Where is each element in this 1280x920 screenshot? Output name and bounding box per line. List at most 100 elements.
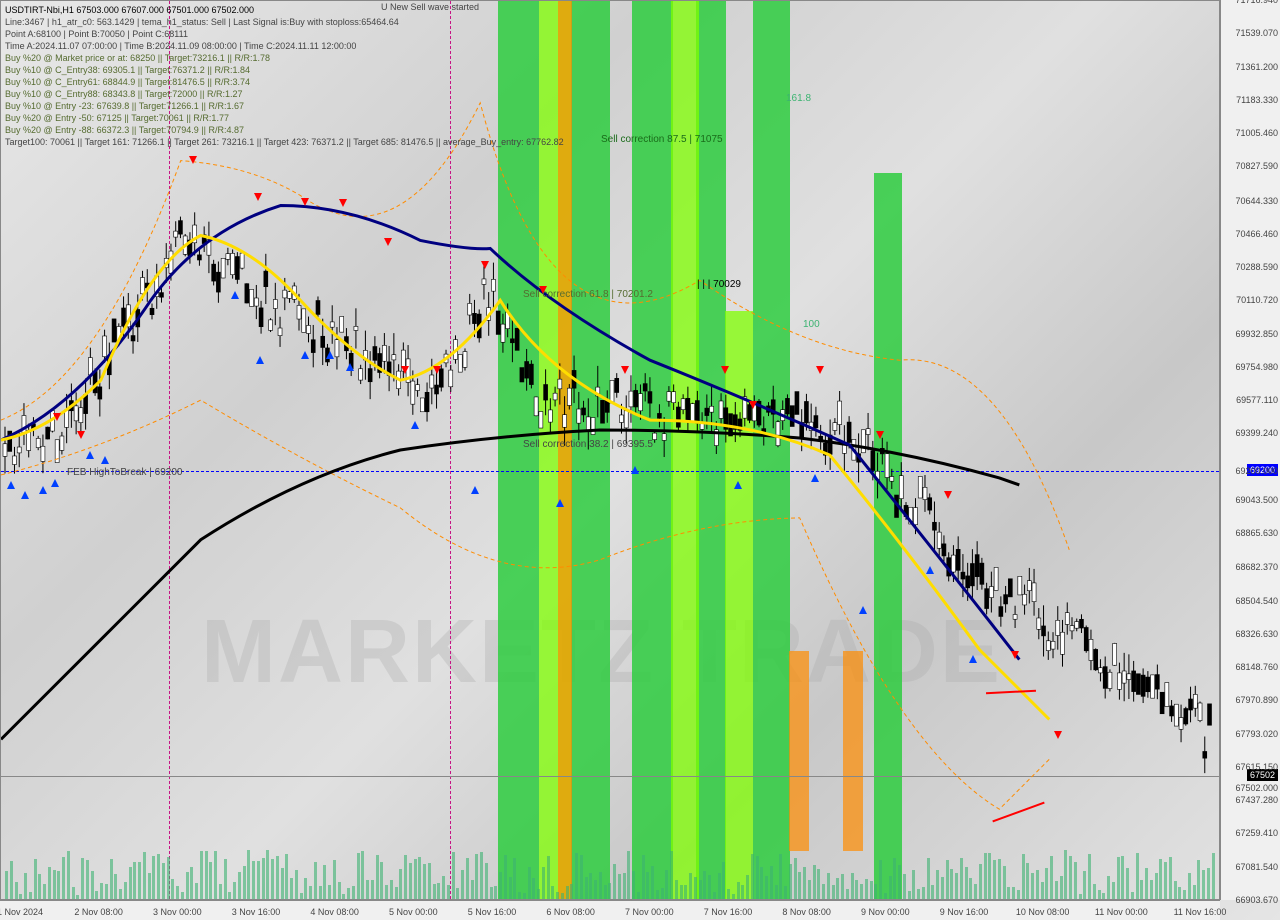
volume-bar	[1212, 853, 1215, 899]
arrow-up-icon	[301, 351, 309, 359]
volume-bar	[62, 857, 65, 899]
volume-bar	[1164, 862, 1167, 899]
volume-bar	[756, 856, 759, 900]
volume-bar	[680, 885, 683, 899]
y-tick: 67793.020	[1235, 729, 1278, 739]
arrow-up-icon	[86, 451, 94, 459]
volume-bar	[1183, 890, 1186, 899]
volume-bar	[485, 863, 488, 899]
volume-bar	[238, 872, 241, 899]
x-tick: 7 Nov 00:00	[625, 907, 674, 917]
volume-bar	[171, 879, 174, 899]
info-line: Buy %20 @ Entry -50: 67125 || Target:700…	[5, 113, 229, 123]
volume-bar	[152, 856, 155, 899]
volume-bar	[105, 884, 108, 899]
y-tick: 67615.150	[1235, 762, 1278, 772]
arrow-down-icon	[481, 261, 489, 269]
arrow-up-icon	[969, 655, 977, 663]
volume-bar	[779, 854, 782, 899]
info-line: Time A:2024.11.07 07:00:00 | Time B:2024…	[5, 41, 356, 51]
volume-bar	[124, 882, 127, 899]
y-tick: 68148.760	[1235, 662, 1278, 672]
volume-bar	[461, 870, 464, 899]
y-tick: 68865.630	[1235, 528, 1278, 538]
x-tick: 7 Nov 16:00	[704, 907, 753, 917]
volume-bar	[1202, 870, 1205, 899]
volume-bar	[1026, 863, 1029, 899]
volume-bar	[1159, 859, 1162, 899]
volume-bar	[931, 885, 934, 899]
volume-bar	[214, 851, 217, 899]
y-tick: 70827.590	[1235, 161, 1278, 171]
volume-bar	[361, 851, 364, 899]
chart-area[interactable]: MARKETZ TRADE U New Sell wave started US…	[0, 0, 1220, 900]
volume-bar	[523, 893, 526, 899]
volume-bar	[1036, 870, 1039, 899]
volume-bar	[513, 858, 516, 899]
volume-bar	[442, 876, 445, 899]
vertical-dashed-line	[450, 1, 451, 899]
arrow-up-icon	[926, 566, 934, 574]
volume-bar	[200, 851, 203, 899]
volume-bar	[803, 867, 806, 899]
volume-bar	[770, 866, 773, 899]
x-tick: 9 Nov 00:00	[861, 907, 910, 917]
info-line: Buy %10 @ C_Entry88: 68343.8 || Target:7…	[5, 89, 242, 99]
y-tick: 69043.500	[1235, 495, 1278, 505]
volume-bar	[1079, 894, 1082, 899]
volume-bar	[580, 855, 583, 899]
volume-bar	[81, 858, 84, 899]
annotation: 161.8	[786, 93, 811, 104]
volume-bar	[960, 858, 963, 899]
volume-bar	[817, 869, 820, 899]
volume-bar	[129, 867, 132, 899]
arrow-up-icon	[7, 481, 15, 489]
volume-bar	[841, 874, 844, 899]
volume-bar	[333, 860, 336, 899]
volume-bar	[57, 871, 60, 899]
arrow-down-icon	[749, 401, 757, 409]
y-tick: 68682.370	[1235, 562, 1278, 572]
volume-bar	[110, 859, 113, 899]
volume-bar	[1093, 884, 1096, 899]
y-tick: 67259.410	[1235, 828, 1278, 838]
volume-bar	[575, 853, 578, 899]
volume-bar	[984, 853, 987, 899]
annotation: Sell correction 87.5 | 71075	[601, 134, 723, 145]
volume-bar	[376, 855, 379, 899]
volume-bar	[618, 874, 621, 899]
volume-bar	[789, 864, 792, 899]
volume-bar	[91, 871, 94, 899]
volume-bar	[851, 873, 854, 899]
arrow-up-icon	[811, 474, 819, 482]
y-tick: 69399.240	[1235, 428, 1278, 438]
volume-bar	[38, 874, 41, 899]
volume-bar	[751, 854, 754, 899]
volume-bar	[737, 882, 740, 899]
volume-bar	[1150, 880, 1153, 899]
volume-bar	[1102, 893, 1105, 899]
y-tick: 68504.540	[1235, 596, 1278, 606]
volume-bar	[675, 880, 678, 899]
x-tick: 5 Nov 00:00	[389, 907, 438, 917]
volume-bar	[352, 886, 355, 899]
volume-bar	[637, 892, 640, 899]
pattern-line	[992, 802, 1044, 823]
volume-bar	[5, 871, 8, 899]
volume-bar	[794, 858, 797, 899]
volume-bar	[1069, 856, 1072, 899]
volume-bar	[328, 885, 331, 899]
volume-bar	[243, 866, 246, 899]
y-tick: 71361.200	[1235, 62, 1278, 72]
volume-bar	[1107, 876, 1110, 899]
volume-bar	[338, 882, 341, 899]
x-tick: 2 Nov 08:00	[74, 907, 123, 917]
volume-bar	[998, 859, 1001, 899]
y-tick: 70644.330	[1235, 196, 1278, 206]
volume-bar	[466, 858, 469, 899]
annotation: | | | 70029	[697, 279, 741, 290]
y-tick: 70110.720	[1236, 295, 1278, 305]
volume-bar	[832, 885, 835, 899]
x-tick: 3 Nov 16:00	[232, 907, 281, 917]
arrow-up-icon	[231, 291, 239, 299]
